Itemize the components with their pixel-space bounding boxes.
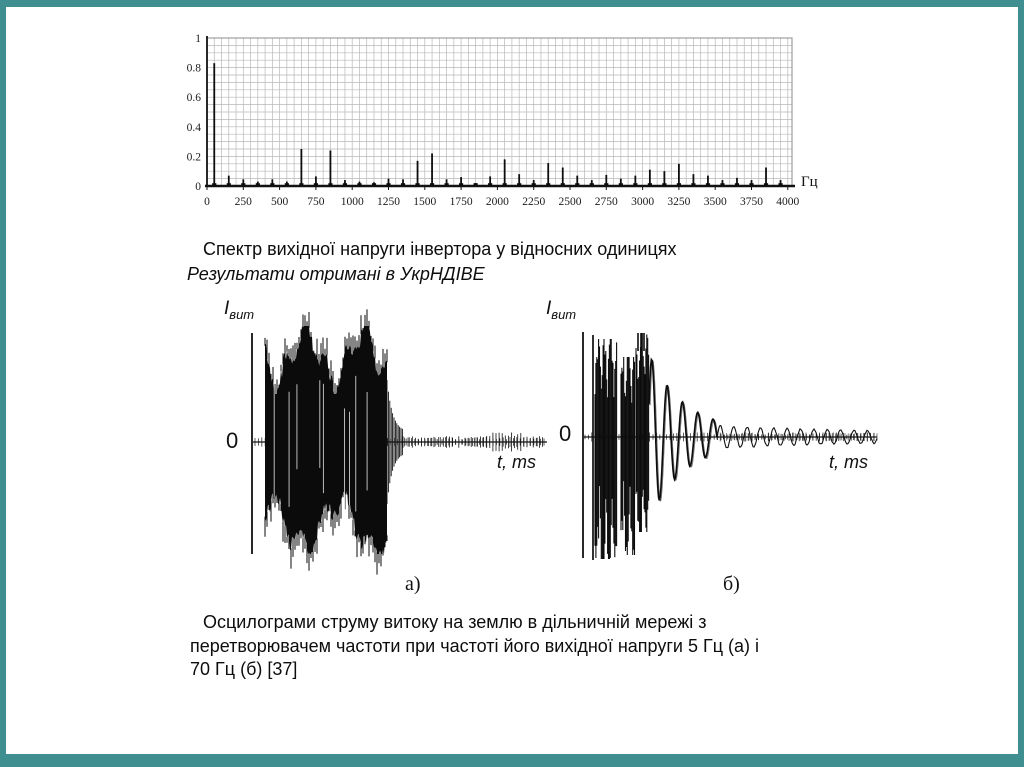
x-tick-label: 500 bbox=[271, 196, 289, 208]
x-tick-label: 750 bbox=[307, 196, 325, 208]
slide-frame-right bbox=[1018, 0, 1024, 767]
x-tick-label: 1750 bbox=[450, 196, 473, 208]
osc-a-zero-label: 0 bbox=[226, 428, 239, 453]
y-tick-label: 0.4 bbox=[187, 122, 202, 134]
slide-frame-bottom bbox=[0, 754, 1024, 767]
panel-label-b: б) bbox=[723, 573, 740, 595]
x-tick-label: 3500 bbox=[704, 196, 727, 208]
x-tick-label: 250 bbox=[235, 196, 253, 208]
x-tick-label: 3750 bbox=[740, 196, 763, 208]
x-tick-label: 3250 bbox=[667, 196, 690, 208]
x-axis-unit-label: Гц bbox=[801, 174, 818, 190]
x-tick-label: 2250 bbox=[522, 196, 545, 208]
x-tick-label: 3000 bbox=[631, 196, 654, 208]
bottom-caption-line-1: Осцилограми струму витоку на землю в діл… bbox=[203, 612, 707, 632]
x-tick-label: 2000 bbox=[486, 196, 509, 208]
oscillogram-a bbox=[251, 309, 547, 575]
spectrum-caption-line-1: Спектр вихідної напруги інвертора у відн… bbox=[203, 239, 677, 259]
oscillogram-b bbox=[582, 332, 878, 560]
osc-b-zero-label: 0 bbox=[559, 421, 572, 446]
x-tick-label: 1500 bbox=[413, 196, 436, 208]
bottom-caption-line-2: перетворювачем частоти при частоті його … bbox=[190, 635, 760, 656]
spectrum-chart: 0 250 500 750 1000 1250 1500 1750 2000 2250 2500 27… bbox=[187, 33, 818, 208]
x-tick-label: 1000 bbox=[341, 196, 364, 208]
osc-b-y-axis-label: Iвит bbox=[546, 298, 577, 322]
x-tick-label: 0 bbox=[204, 196, 210, 208]
osc-a-x-axis-label: t, ms bbox=[497, 452, 536, 472]
y-tick-label: 0.8 bbox=[187, 63, 202, 75]
x-tick-label: 1250 bbox=[377, 196, 400, 208]
x-tick-label: 2500 bbox=[559, 196, 582, 208]
y-tick-label: 0.6 bbox=[187, 92, 202, 104]
bottom-caption: Осцилограми струму витоку на землю в діл… bbox=[190, 611, 759, 682]
osc-a-y-axis-label: Iвит bbox=[224, 298, 255, 322]
y-tick-label: 1 bbox=[195, 33, 201, 45]
y-tick-label: 0.2 bbox=[187, 151, 202, 163]
slide-frame-left bbox=[0, 0, 6, 767]
x-tick-label: 4000 bbox=[776, 196, 799, 208]
spectrum-caption: Спектр вихідної напруги інвертора у відн… bbox=[187, 237, 677, 286]
panel-label-a: а) bbox=[405, 573, 421, 595]
osc-b-x-axis-label: t, ms bbox=[829, 452, 868, 472]
y-tick-label: 0 bbox=[195, 181, 201, 193]
bottom-caption-line-3: 70 Гц (б) [37] bbox=[190, 659, 298, 679]
slide-frame-top bbox=[0, 0, 1024, 7]
spectrum-caption-line-2: Результати отримані в УкрНДІВЕ bbox=[187, 263, 485, 284]
x-tick-label: 2750 bbox=[595, 196, 618, 208]
